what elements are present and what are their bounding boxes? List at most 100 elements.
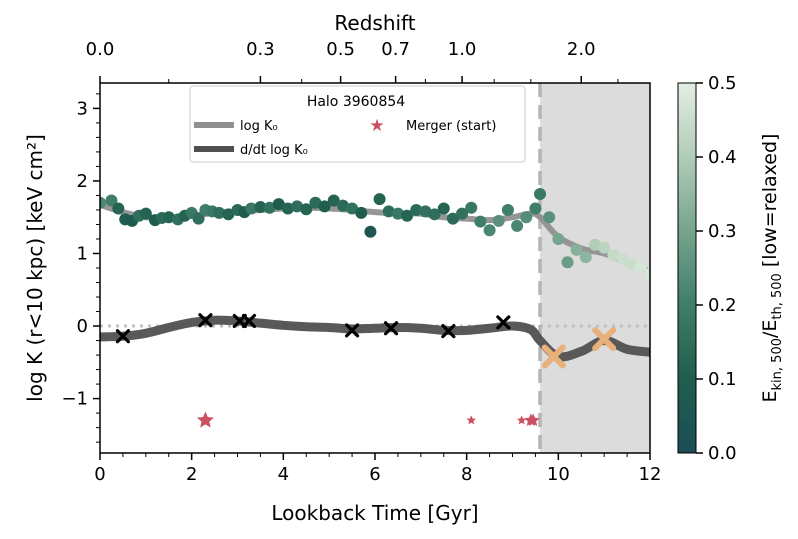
colorbar-tick-label: 0.5 bbox=[708, 73, 737, 94]
scatter-point bbox=[501, 203, 514, 216]
scatter-point bbox=[300, 203, 313, 216]
scatter-point bbox=[529, 202, 542, 215]
y-axis-title: log K (r<10 kpc) [keV cm²] bbox=[23, 134, 47, 402]
legend: Halo 3960854 log K₀ d/dt log K₀ ★ Merger… bbox=[189, 85, 526, 163]
extrema-x-mark bbox=[496, 315, 511, 330]
scatter-point bbox=[483, 224, 496, 237]
colorbar-tick-label: 0.0 bbox=[708, 443, 737, 464]
scatter-point bbox=[382, 205, 395, 218]
extrema-x-mark bbox=[344, 323, 360, 338]
top-tick-label: 0.5 bbox=[326, 39, 355, 60]
x-tick-label: 0 bbox=[94, 464, 105, 485]
scatter-point bbox=[291, 200, 304, 213]
extrema-x-mark bbox=[592, 327, 617, 352]
colorbar: 0.0 0.1 0.2 0.3 0.4 0.5 Ekin, 500/Eth, 500 [l… bbox=[677, 73, 785, 464]
colorbar-tick-label: 0.3 bbox=[708, 221, 737, 242]
scatter-point bbox=[428, 208, 441, 221]
extrema-x-mark bbox=[115, 329, 131, 344]
y-tick-label: 0 bbox=[77, 316, 88, 337]
top-tick-label: 2.0 bbox=[567, 39, 596, 60]
x-tick-label: 12 bbox=[639, 464, 662, 485]
scatter-points bbox=[100, 188, 650, 280]
scatter-point bbox=[336, 199, 349, 212]
legend-label-merger: Merger (start) bbox=[406, 119, 496, 134]
scatter-point bbox=[213, 206, 226, 219]
scatter-point bbox=[327, 194, 340, 207]
scatter-point bbox=[644, 267, 650, 280]
top-tick-label: 0.0 bbox=[86, 39, 115, 60]
scatter-point bbox=[616, 253, 629, 266]
scatter-point bbox=[373, 193, 386, 206]
scatter-point bbox=[437, 202, 450, 215]
x-tick-label: 8 bbox=[461, 464, 472, 485]
scatter-point bbox=[419, 205, 432, 218]
scatter-point bbox=[281, 202, 294, 215]
scatter-point bbox=[520, 211, 533, 224]
legend-title: Halo 3960854 bbox=[307, 94, 405, 110]
scatter-point bbox=[401, 209, 414, 222]
extrema-x-mark bbox=[541, 344, 566, 369]
scatter-point bbox=[263, 201, 276, 214]
merger-star bbox=[196, 411, 214, 428]
y-tick-label: −1 bbox=[61, 389, 88, 410]
scatter-point bbox=[598, 241, 611, 254]
scatter-point bbox=[309, 196, 322, 209]
plot-area bbox=[100, 83, 650, 453]
scatter-point bbox=[552, 232, 565, 245]
legend-label-logk: log K₀ bbox=[240, 119, 278, 134]
x-tick-label: 10 bbox=[547, 464, 570, 485]
scatter-point bbox=[346, 202, 359, 215]
x-tick-label: 6 bbox=[369, 464, 380, 485]
scatter-point bbox=[364, 225, 377, 238]
scatter-point bbox=[561, 256, 574, 269]
scatter-point bbox=[607, 248, 620, 261]
scatter-point bbox=[391, 207, 404, 220]
scatter-point bbox=[589, 238, 601, 251]
x-tick-label: 2 bbox=[186, 464, 197, 485]
colorbar-tick-label: 0.4 bbox=[708, 147, 737, 168]
scatter-point bbox=[355, 206, 368, 219]
extrema-x-mark bbox=[383, 321, 399, 336]
scatter-point bbox=[446, 212, 459, 225]
scatter-point bbox=[139, 207, 152, 220]
top-tick-label: 1.0 bbox=[448, 39, 477, 60]
colorbar-ticks: 0.0 0.1 0.2 0.3 0.4 0.5 bbox=[696, 73, 737, 464]
scatter-point bbox=[254, 201, 267, 214]
legend-box bbox=[189, 85, 526, 163]
scatter-point bbox=[105, 194, 118, 207]
scatter-point bbox=[192, 212, 205, 225]
scatter-point bbox=[534, 188, 546, 200]
scatter-point bbox=[625, 258, 638, 271]
scatter-point bbox=[162, 211, 175, 224]
colorbar-tick-label: 0.2 bbox=[708, 295, 737, 316]
scatter-point bbox=[465, 201, 478, 214]
y-tick-label: 3 bbox=[77, 98, 88, 119]
scatter-point bbox=[492, 214, 505, 227]
x-axis-title: Lookback Time [Gyr] bbox=[271, 501, 478, 525]
top-tick-label: 0.7 bbox=[381, 39, 410, 60]
y-tick-label: 2 bbox=[77, 171, 88, 192]
merger-markers bbox=[196, 411, 540, 428]
top-tick-label: 0.3 bbox=[246, 39, 275, 60]
legend-star-icon: ★ bbox=[369, 116, 384, 136]
colorbar-tick-label: 0.1 bbox=[708, 369, 737, 390]
scatter-point bbox=[474, 215, 487, 228]
merger-star bbox=[466, 415, 477, 425]
scatter-point bbox=[100, 196, 106, 209]
merger-star bbox=[516, 415, 527, 425]
scatter-point bbox=[511, 219, 524, 232]
scatter-point bbox=[272, 198, 285, 211]
extrema-x-mark bbox=[198, 313, 213, 328]
merger-star bbox=[526, 413, 540, 427]
scatter-point bbox=[543, 211, 556, 224]
scatter-point bbox=[245, 202, 258, 215]
colorbar-label: Ekin, 500/Eth, 500 [low=relaxed] bbox=[759, 134, 785, 403]
scatter-point bbox=[318, 200, 331, 213]
scatter-point bbox=[410, 203, 423, 216]
scatter-point bbox=[456, 207, 469, 220]
extrema-x-mark bbox=[241, 313, 257, 329]
scatter-point bbox=[112, 202, 125, 215]
scatter-point bbox=[579, 251, 592, 264]
